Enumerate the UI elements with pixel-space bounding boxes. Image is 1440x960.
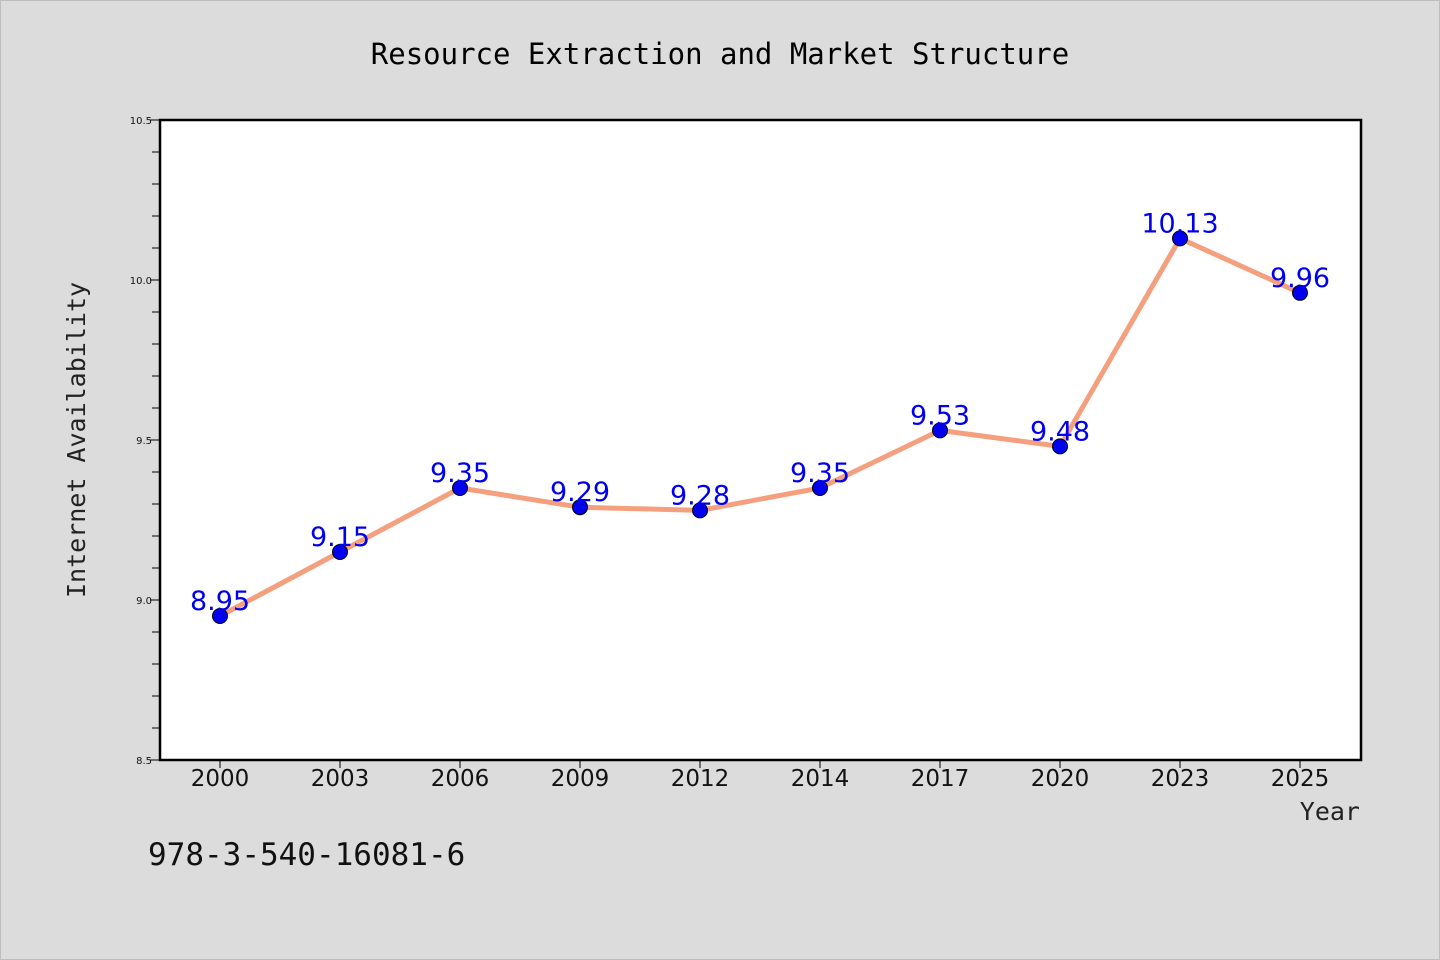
y-tick-label: 9.0 [136, 596, 152, 607]
x-tick-label: 2003 [311, 766, 370, 792]
y-axis: 8.5 9.0 9.5 10.0 10.5 [130, 116, 160, 767]
x-tick-label: 2025 [1271, 766, 1330, 792]
y-tick-label: 10.0 [130, 276, 152, 287]
series-line [217, 235, 1303, 619]
series-layer: 8.95 9.15 9.35 9.29 9.28 9.35 9.53 9.48 10.13 9.9… [190, 208, 1330, 624]
data-point [1052, 438, 1068, 455]
data-label: 9.29 [550, 477, 610, 508]
data-point [692, 502, 708, 519]
plot-frame [158, 118, 1363, 762]
y-tick-label: 8.5 [136, 756, 152, 767]
data-label: 9.96 [1270, 263, 1330, 294]
x-tick-label: 2009 [551, 766, 610, 792]
x-tick-label: 2014 [791, 766, 850, 792]
x-tick-label: 2017 [911, 766, 970, 792]
data-label: 9.53 [910, 400, 970, 431]
data-point [572, 499, 588, 516]
data-point [1292, 284, 1308, 301]
data-label: 9.15 [310, 522, 370, 553]
data-point [332, 544, 348, 560]
x-tick-label: 2012 [671, 766, 730, 792]
x-axis: 2000 2003 2006 2009 2012 2014 2017 2020 2023 2025 [191, 760, 1330, 792]
y-tick-label: 9.5 [136, 436, 152, 447]
footnote-id: 978-3-540-16081-6 [148, 837, 465, 873]
x-tick-label: 2006 [431, 766, 490, 792]
y-tick-label: 10.5 [130, 116, 152, 127]
data-label: 9.48 [1030, 416, 1090, 447]
data-label: 9.28 [670, 480, 730, 511]
x-tick-label: 2023 [1151, 766, 1210, 792]
data-point [932, 422, 948, 439]
data-point [452, 480, 468, 496]
y-axis-label: Internet Availability [62, 282, 91, 598]
data-point [1172, 230, 1188, 247]
chart-title: Resource Extraction and Market Structure [371, 37, 1069, 71]
data-label: 9.35 [430, 458, 490, 489]
data-label: 9.35 [790, 458, 850, 489]
data-point [212, 608, 228, 624]
x-tick-label: 2020 [1031, 766, 1090, 792]
data-label: 8.95 [190, 586, 250, 617]
plot-area [160, 120, 1361, 760]
data-point [812, 480, 828, 496]
x-axis-label: Year [1300, 797, 1360, 826]
data-label: 10.13 [1141, 208, 1218, 239]
x-tick-label: 2000 [191, 766, 250, 792]
